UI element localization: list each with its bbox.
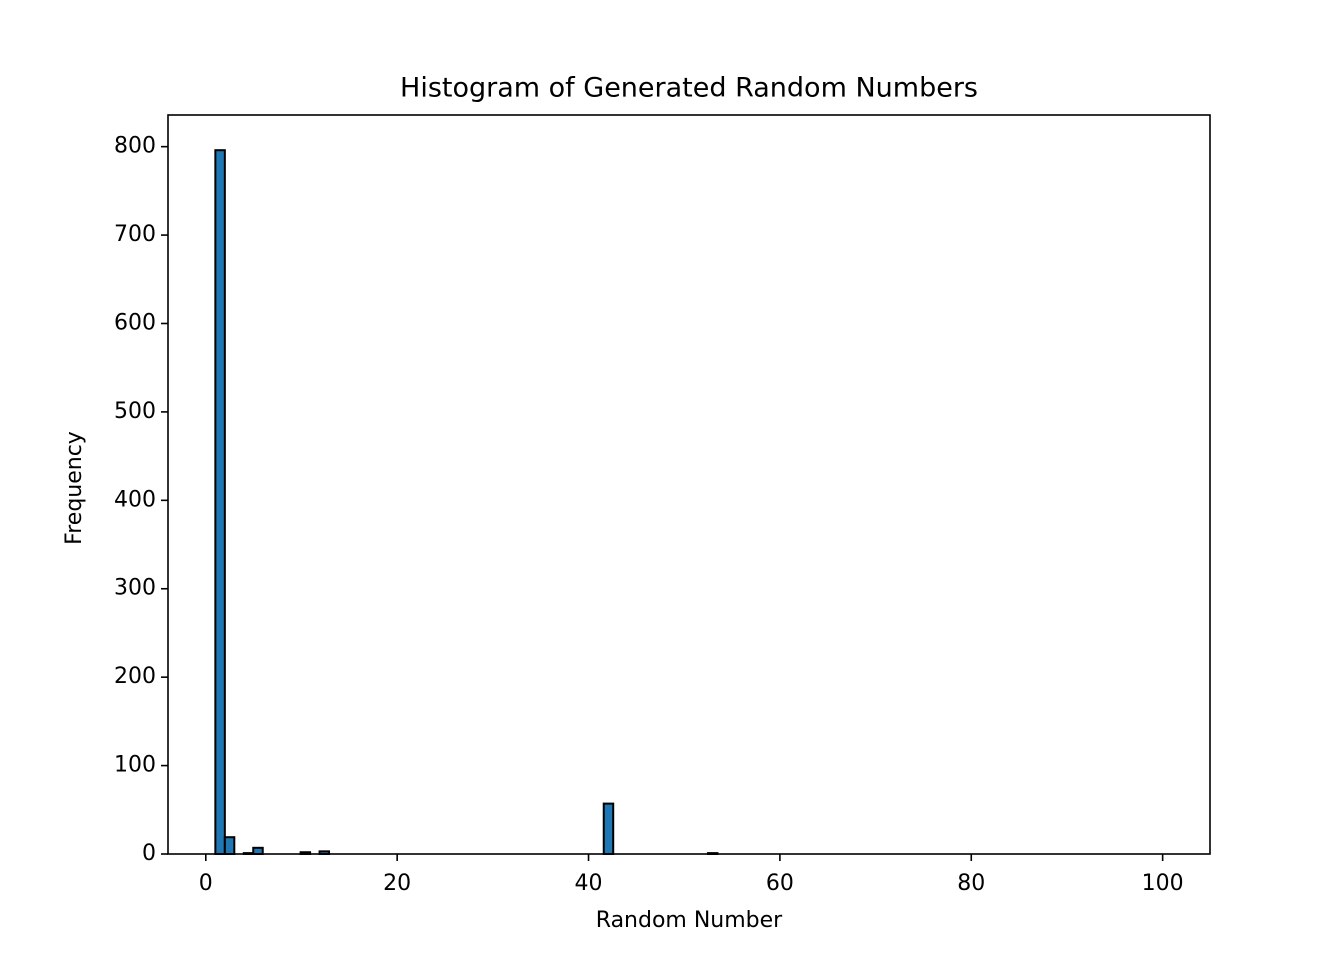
y-tick-label: 600	[114, 310, 156, 335]
chart-title: Histogram of Generated Random Numbers	[400, 73, 978, 104]
x-tick-label: 0	[199, 871, 213, 896]
bar	[214, 149, 226, 855]
x-tick-label: 60	[766, 871, 794, 896]
y-tick-label: 300	[114, 576, 156, 601]
x-tick-label: 20	[383, 871, 411, 896]
x-tick-label: 100	[1142, 871, 1184, 896]
y-axis-label: Frequency	[62, 431, 87, 545]
y-tick-label: 0	[142, 841, 156, 866]
x-axis-label: Random Number	[596, 908, 783, 933]
axes-frame	[167, 114, 1211, 855]
y-tick-label: 500	[114, 399, 156, 424]
bar	[252, 846, 264, 856]
y-tick-label: 700	[114, 222, 156, 247]
bar	[602, 802, 615, 855]
x-tick-label: 80	[957, 871, 985, 896]
y-tick-label: 100	[114, 753, 156, 778]
y-tick-label: 800	[114, 134, 156, 159]
bar	[223, 836, 236, 855]
y-tick-label: 400	[114, 487, 156, 512]
y-tick-label: 200	[114, 664, 156, 689]
x-tick-label: 40	[575, 871, 603, 896]
